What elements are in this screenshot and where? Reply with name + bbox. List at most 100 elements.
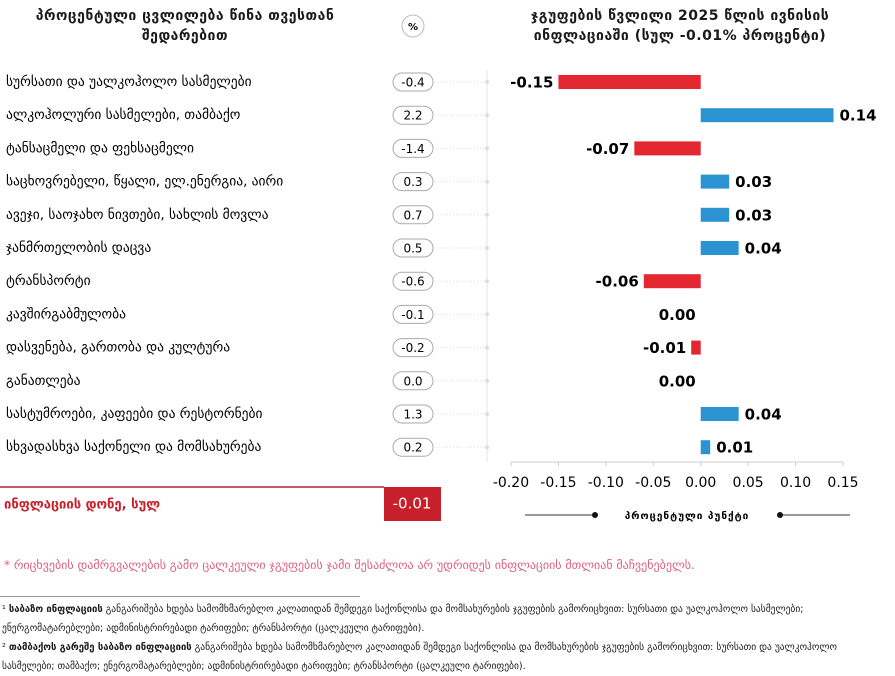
change-value: 0.3 [403,175,422,189]
change-pill [392,338,434,358]
row-dot [485,312,489,317]
change-value: 0.2 [403,441,422,455]
x-tick-label: 0.05 [733,475,764,491]
footnote-marker: ¹ [2,604,6,615]
category-label: კავშირგაბმულობა [6,305,126,322]
footnote-rule [0,596,360,597]
footnote-text: განგარიშება ხდება სამომხმარებლო კალათიდა… [2,604,804,634]
total-value: -0.01 [393,495,432,513]
value-label: -0.15 [510,74,553,92]
bar [700,207,730,222]
row-dot [485,146,489,151]
row-dot [485,412,489,416]
bar [643,274,701,289]
value-label: 0.04 [745,406,782,424]
footnote: ² თამბაქოს გარეშე საბაზო ინფლაციის განგა… [2,638,882,676]
chart: % ინფლაციის დონე, სულ -0.01 პროცენტული პ… [0,14,877,522]
change-value: 2.2 [403,109,422,123]
x-tick-label: 0.10 [780,475,811,491]
value-label: -0.01 [643,339,686,357]
value-label: -0.06 [596,273,639,291]
change-value: -0.6 [401,275,424,289]
change-pill [392,72,434,92]
change-value: -0.2 [401,341,424,355]
row-dot [485,445,489,450]
bar [700,174,730,189]
bar [558,75,701,89]
unit-label: % [408,22,418,33]
total-label: ინფლაციის დონე, სულ [4,498,160,513]
category-label: ალკოჰოლური სასმელები, თამბაქო [6,106,240,123]
row-dot [485,212,489,217]
bar [700,407,739,421]
row-dot [485,80,489,84]
change-value: 0.7 [403,208,422,222]
row-dot [485,179,489,184]
x-tick-label: 0.00 [685,475,716,491]
value-label: 0.03 [735,173,772,191]
bar [700,108,834,123]
category-label: ავეჯი, საოჯახო ნივთები, სახლის მოვლა [6,207,269,223]
row-dot [485,246,489,250]
category-label: ჯანმრთელობის დაცვა [6,239,151,256]
x-tick-label: -0.20 [493,475,529,491]
footnote-term: საბაზო ინფლაციის [8,604,103,615]
axis-label-dot [777,512,783,518]
change-value: 0.5 [403,242,422,256]
note: * რიცხვების დამრგვალების გამო ცალკეული ჯ… [4,558,695,572]
x-tick-label: -0.10 [588,475,624,491]
category-label: განათლება [6,373,81,389]
chart-title: ჯგუფების წვლილი 2025 წლის ივნისის ინფლაც… [530,8,830,44]
change-value: -0.1 [401,308,424,322]
change-value: 1.3 [403,408,422,422]
change-pill [392,138,434,158]
category-label: საცხოვრებელი, წყალი, ელ.ენერგია, აირი [6,173,283,190]
value-label: 0.00 [659,306,696,324]
category-label: ტრანსპორტი [6,272,91,289]
left-title: პროცენტული ცვლილება წინა თვესთან შედარებ… [35,8,335,44]
footnote-term: თამბაქოს გარეშე საბაზო ინფლაციის [8,642,192,653]
total-box [384,487,441,521]
bar [634,141,701,156]
value-label: 0.04 [745,240,782,258]
change-pill [392,271,434,291]
x-tick-label: 0.15 [827,475,858,491]
value-label: 0.03 [735,206,772,224]
footnote: ¹ საბაზო ინფლაციის განგარიშება ხდება სამ… [2,600,882,638]
x-tick-label: -0.15 [540,475,576,491]
bar [700,440,711,455]
unit-badge [401,14,425,38]
value-label: 0.00 [659,372,696,390]
value-label: 0.14 [840,107,877,125]
row-dot [485,279,489,284]
category-label: სურსათი და უალკოჰოლო სასმელები [6,73,252,90]
category-label: ტანსაცმელი და ფეხსაცმელი [6,140,194,156]
change-pill [392,404,434,424]
change-pill [392,371,434,391]
change-pill [392,105,434,125]
footnote-text: განგარიშება ხდება სამომხმარებლო კალათიდა… [2,642,837,672]
axis-label-dot [592,512,598,518]
footnote-marker: ² [2,642,6,653]
row-dot [485,378,489,383]
value-label: -0.07 [586,140,629,158]
row-dot [485,113,489,118]
change-pill [392,172,434,192]
category-label: სასტუმროები, კაფეები და რესტორნები [6,405,262,422]
category-label: სხვადასხვა საქონელი და მომსახურება [6,438,261,455]
x-axis-label: პროცენტული პუნქტი [625,510,750,522]
change-value: 0.0 [403,374,422,388]
change-pill [392,205,434,225]
value-label: 0.01 [716,439,753,457]
change-pill [392,238,434,258]
change-pill [392,437,434,457]
change-value: -0.4 [401,76,424,90]
row-dot [485,345,489,350]
x-tick-label: -0.05 [635,475,671,491]
bar [691,340,701,355]
bar [700,241,739,255]
category-label: დასვენება, გართობა და კულტურა [6,339,230,356]
change-pill [392,304,434,324]
change-value: -1.4 [401,142,424,156]
